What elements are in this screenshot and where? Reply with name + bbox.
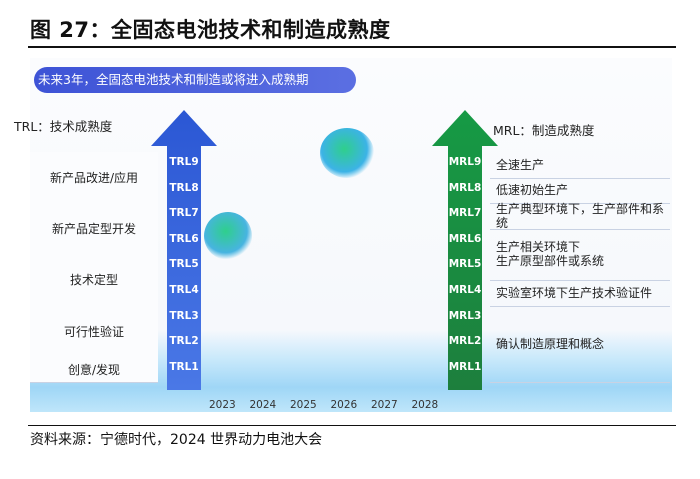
- mrl-arrow: [432, 110, 498, 390]
- trl-stage-2: 新产品定型开发: [30, 203, 158, 255]
- mrl-level-mrl2: MRL2: [448, 335, 482, 348]
- mrl-level-mrl7: MRL7: [448, 207, 482, 220]
- mrl-stage-separator: [490, 203, 670, 205]
- mrl-level-mrl8: MRL8: [448, 181, 482, 194]
- trl-level-trl4: TRL4: [169, 284, 199, 296]
- year-label-2028: 2028: [411, 399, 439, 411]
- trl-level-trl7: TRL7: [169, 207, 199, 220]
- mrl-level-mrl9: MRL9: [448, 156, 482, 168]
- mrl-level-mrl3: MRL3: [448, 309, 482, 322]
- mrl-level-mrl5: MRL5: [448, 258, 482, 271]
- year-label-2023: 2023: [209, 399, 236, 411]
- mrl-stage-separator: [490, 228, 670, 230]
- title-rule: [28, 46, 676, 48]
- mrl-stage-1: 全速生产: [496, 157, 545, 172]
- year-label-2024: 2024: [249, 399, 277, 411]
- mrl-stage-5: 实验室环境下生产技术验证件: [496, 285, 653, 300]
- mrl-stage-separator: [490, 177, 670, 179]
- trl-level-trl3: TRL3: [169, 309, 199, 322]
- trl-level-trl2: TRL2: [169, 335, 199, 348]
- trl-level-trl1: TRL1: [169, 360, 199, 373]
- banner: 未来3年，全固态电池技术和制造或将进入成熟期: [34, 67, 356, 93]
- trl-arrow: [151, 110, 217, 390]
- mrl-stage-separator: [490, 305, 670, 307]
- trl-stage-1: 新产品改进/应用: [30, 152, 158, 204]
- mrl-stage-separator: [490, 280, 670, 281]
- mrl-stage-separator: [490, 382, 670, 384]
- trl-stage-5: 创意/发现: [30, 356, 158, 383]
- trl-header: TRL：技术成熟度: [14, 119, 113, 134]
- mrl-stage-6: 确认制造原理和概念: [496, 336, 605, 351]
- trl-stage-3: 技术定型: [30, 254, 158, 306]
- figure-title: 图 27：全固态电池技术和制造成熟度: [30, 18, 391, 42]
- mrl-level-mrl4: MRL4: [448, 284, 482, 296]
- source-rule: [28, 425, 676, 426]
- year-label-2026: 2026: [330, 399, 358, 411]
- marker-2027: [320, 128, 374, 178]
- mrl-header: MRL：制造成熟度: [493, 123, 595, 138]
- year-label-2027: 2027: [371, 399, 398, 411]
- marker-2024: [204, 212, 252, 260]
- mrl-stage-4: 生产相关环境下 生产原型部件或系统: [496, 240, 605, 269]
- mrl-stage-2: 低速初始生产: [496, 183, 569, 198]
- trl-level-trl8: TRL8: [169, 181, 199, 194]
- mrl-level-mrl1: MRL1: [448, 360, 482, 373]
- trl-stage-4: 可行性验证: [30, 305, 158, 357]
- trl-stage-separator: [30, 382, 158, 384]
- banner-text: 未来3年，全固态电池技术和制造或将进入成熟期: [38, 72, 309, 87]
- mrl-level-mrl6: MRL6: [448, 232, 482, 245]
- mrl-stage-3: 生产典型环境下，生产部件和系统: [496, 201, 665, 230]
- source-note: 资料来源：宁德时代，2024 世界动力电池大会: [30, 432, 323, 448]
- year-label-2025: 2025: [290, 399, 317, 411]
- trl-level-trl6: TRL6: [169, 232, 199, 245]
- trl-level-trl9: TRL9: [169, 156, 199, 168]
- trl-level-trl5: TRL5: [169, 258, 199, 271]
